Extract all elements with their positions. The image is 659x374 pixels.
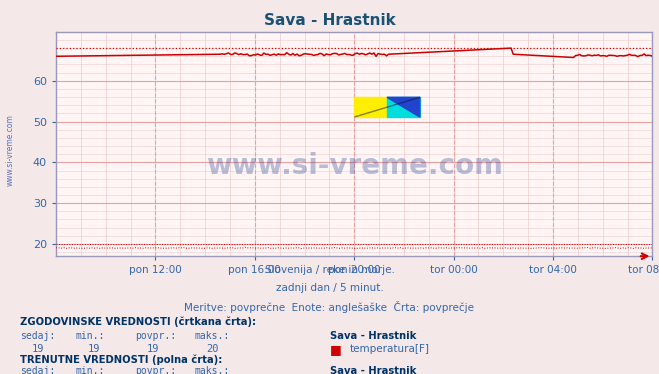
Text: min.:: min.: [76, 331, 105, 341]
Text: povpr.:: povpr.: [135, 366, 176, 374]
Text: 19: 19 [32, 344, 44, 354]
Text: povpr.:: povpr.: [135, 331, 176, 341]
Text: 19: 19 [88, 344, 100, 354]
Text: Meritve: povprečne  Enote: anglešaške  Črta: povprečje: Meritve: povprečne Enote: anglešaške Črt… [185, 301, 474, 313]
Text: 19: 19 [147, 344, 159, 354]
Text: ZGODOVINSKE VREDNOSTI (črtkana črta):: ZGODOVINSKE VREDNOSTI (črtkana črta): [20, 316, 256, 327]
Text: TRENUTNE VREDNOSTI (polna črta):: TRENUTNE VREDNOSTI (polna črta): [20, 355, 222, 365]
Text: www.si-vreme.com: www.si-vreme.com [5, 114, 14, 186]
Text: Slovenija / reke in morje.: Slovenija / reke in morje. [264, 265, 395, 275]
Bar [355, 97, 387, 117]
Text: zadnji dan / 5 minut.: zadnji dan / 5 minut. [275, 283, 384, 293]
Text: Sava - Hrastnik: Sava - Hrastnik [330, 366, 416, 374]
Text: Sava - Hrastnik: Sava - Hrastnik [330, 331, 416, 341]
Text: min.:: min.: [76, 366, 105, 374]
Text: ■: ■ [330, 343, 341, 356]
Text: Sava - Hrastnik: Sava - Hrastnik [264, 13, 395, 28]
Text: www.si-vreme.com: www.si-vreme.com [206, 153, 503, 180]
Text: sedaj:: sedaj: [20, 366, 55, 374]
Text: maks.:: maks.: [194, 331, 229, 341]
Polygon shape [387, 97, 420, 117]
Text: maks.:: maks.: [194, 366, 229, 374]
Bar [387, 97, 420, 117]
Text: 20: 20 [206, 344, 219, 354]
Polygon shape [355, 97, 420, 117]
Text: sedaj:: sedaj: [20, 331, 55, 341]
Text: temperatura[F]: temperatura[F] [349, 344, 429, 354]
